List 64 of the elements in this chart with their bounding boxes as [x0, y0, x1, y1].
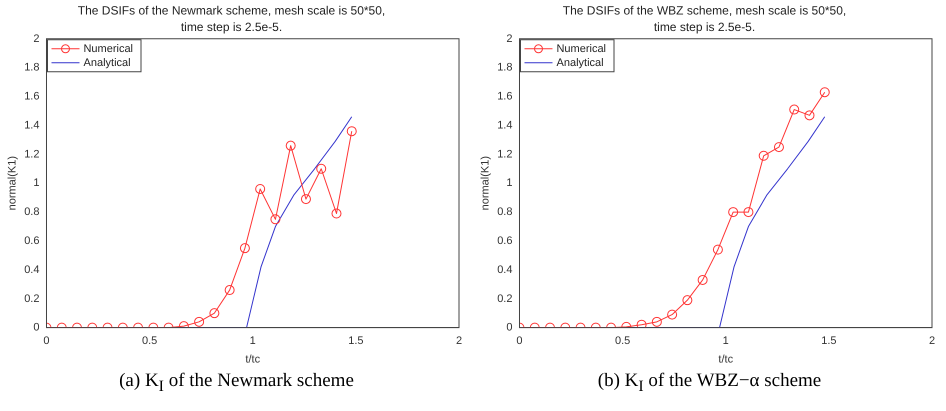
x-tick-label: 1.5: [821, 335, 837, 348]
y-tick-label: 2: [33, 32, 40, 45]
point: [270, 214, 280, 224]
point: [728, 207, 738, 218]
x-tick-label: 2: [456, 335, 462, 348]
point: [636, 320, 647, 328]
x-tick-label: 2: [928, 335, 936, 348]
chart-subtitle: time step is 2.5e-5.: [654, 20, 756, 34]
x-tick-label: 0.5: [142, 335, 158, 348]
point: [743, 207, 754, 218]
y-tick-label: 0: [33, 322, 40, 334]
x-tick-label: 0: [43, 335, 50, 348]
point: [698, 274, 708, 285]
point: [331, 208, 342, 219]
chart-subtitle: time step is 2.5e-5.: [180, 20, 282, 34]
point: [316, 164, 326, 174]
y-axis-title: normal(K1): [6, 156, 19, 210]
text: (a) K$_{I}$ of the Newmark scheme: [118, 370, 355, 396]
legend-label: Numerical: [556, 42, 606, 55]
y-tick-label: 0.6: [24, 234, 40, 247]
chart-title: The DSIFs of the Newmark scheme, mesh scale is 50*50,: [78, 4, 386, 18]
y-tick-label: 1.8: [24, 62, 40, 74]
x-tick-label: 1: [722, 335, 729, 348]
point: [774, 142, 784, 152]
point: [300, 194, 311, 204]
y-axis-title: normal(K1): [480, 156, 492, 210]
point: [346, 126, 357, 136]
y-tick-label: 0.4: [497, 264, 512, 276]
point: [712, 244, 723, 255]
y-tick-label: 1.4: [497, 119, 512, 132]
point: [255, 184, 266, 194]
chart-title: The DSIFs of the WBZ scheme, mesh scale is 50*50,: [562, 4, 846, 18]
x-tick-label: 0.5: [614, 335, 630, 348]
x-axis-title: t/tc: [718, 353, 734, 366]
y-tick-label: 0: [506, 322, 512, 334]
y-tick-label: 0.4: [24, 264, 40, 276]
x-tick-label: 1: [250, 335, 256, 348]
y-tick-label: 1.2: [497, 148, 512, 160]
x-tick-label: 1.5: [348, 335, 364, 348]
x-axis-title: t/tc: [245, 353, 261, 366]
y-tick-label: 0.2: [24, 292, 40, 305]
x-tick-label: 0: [516, 335, 523, 348]
y-tick-label: 1.6: [24, 90, 40, 103]
y-tick-label: 0.8: [24, 206, 40, 218]
point: [789, 104, 800, 115]
y-tick-label: 2: [506, 32, 512, 45]
legend-label: Numerical: [83, 42, 134, 55]
y-tick-label: 1: [33, 177, 40, 190]
legend-label: Analytical: [556, 56, 604, 69]
text: (b) K$_{I}$ of the WBZ−α scheme: [596, 370, 822, 396]
point: [286, 140, 296, 151]
y-tick-label: 1.8: [497, 62, 512, 74]
point: [240, 243, 250, 254]
point: [804, 110, 814, 120]
y-tick-label: 0.2: [497, 292, 512, 305]
y-tick-label: 1.2: [24, 148, 40, 160]
y-tick-label: 0.6: [497, 234, 512, 247]
point: [758, 150, 769, 161]
y-tick-label: 1: [506, 177, 512, 190]
point: [820, 87, 830, 98]
legend-label: Analytical: [83, 56, 131, 69]
y-tick-label: 0.8: [497, 206, 512, 218]
y-tick-label: 1.4: [24, 119, 40, 132]
y-tick-label: 1.6: [497, 90, 512, 103]
